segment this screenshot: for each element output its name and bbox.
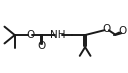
- Text: O: O: [118, 26, 126, 36]
- Text: NH: NH: [50, 30, 66, 40]
- Text: O: O: [103, 24, 111, 34]
- Text: O: O: [38, 41, 46, 51]
- Text: O: O: [26, 30, 34, 40]
